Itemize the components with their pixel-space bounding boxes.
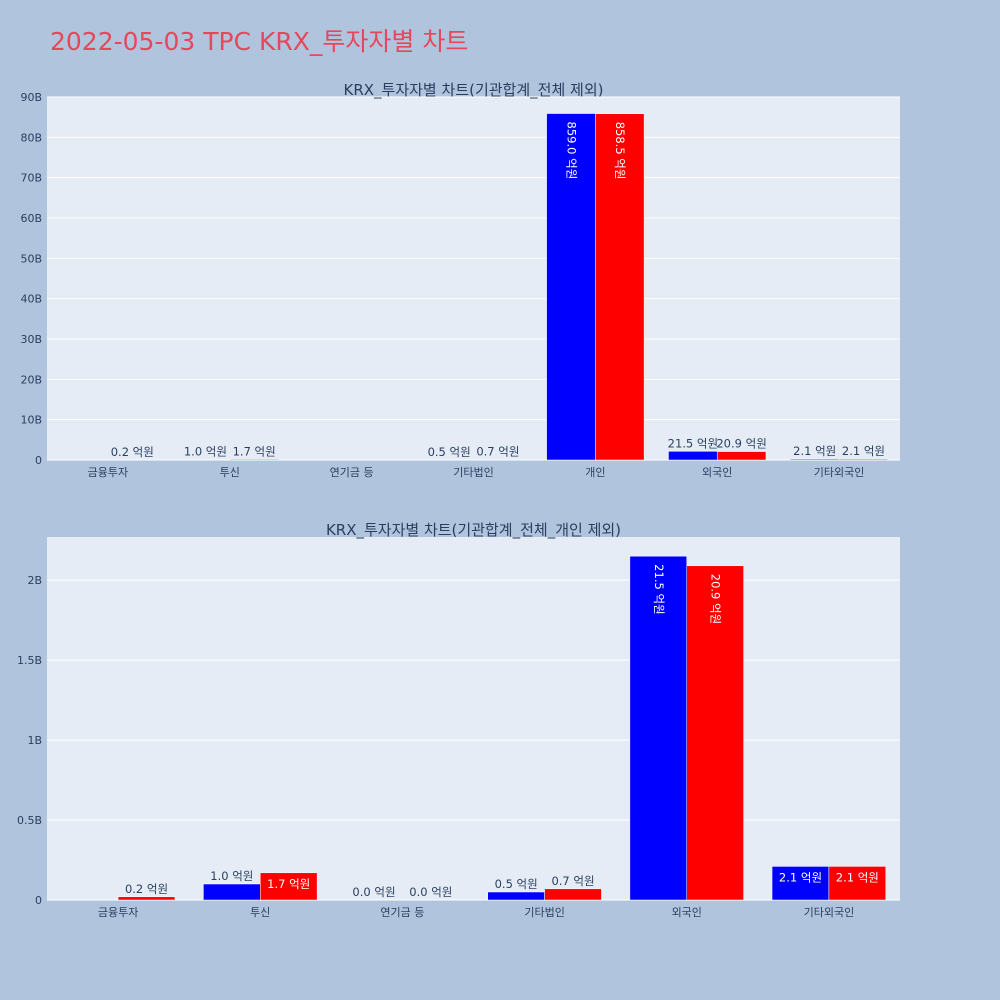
data-label: 2.1 억원: [842, 444, 885, 458]
x-tick-label: 투신: [220, 466, 240, 479]
x-tick-label: 기타법인: [453, 466, 493, 479]
x-tick-label: 연기금 등: [380, 906, 424, 919]
bar: [229, 459, 279, 461]
data-label: 1.0 억원: [184, 445, 227, 459]
data-label: 859.0 억원: [564, 122, 578, 180]
data-label: 1.7 억원: [233, 444, 276, 458]
data-label: 0.2 억원: [125, 882, 168, 896]
x-tick-label: 기타외국인: [814, 466, 865, 479]
data-label: 2.1 억원: [779, 870, 822, 884]
data-label: 20.9 억원: [709, 574, 723, 624]
y-tick-label: 40B: [20, 293, 42, 306]
data-label: 2.1 억원: [836, 870, 879, 884]
data-label: 21.5 억원: [652, 564, 666, 614]
y-tick-label: 70B: [20, 172, 42, 185]
data-label: 0.0 억원: [409, 885, 452, 899]
y-tick-label: 60B: [20, 212, 42, 225]
bar: [629, 555, 688, 901]
bar: [544, 888, 602, 901]
plot-area: [47, 97, 900, 460]
y-tick-label: 2B: [27, 574, 42, 587]
bar: [668, 451, 718, 461]
data-label: 0.5 억원: [495, 877, 538, 891]
bar: [595, 113, 645, 461]
data-label: 2.1 억원: [793, 444, 836, 458]
bar: [546, 113, 596, 461]
chart-title: KRX_투자자별 차트(기관합계_전체_개인 제외): [326, 521, 621, 540]
y-tick-label: 80B: [20, 131, 42, 144]
x-tick-label: 금융투자: [98, 906, 138, 919]
bar: [771, 866, 830, 901]
data-label: 0.7 억원: [476, 445, 519, 459]
x-tick-label: 외국인: [672, 906, 702, 919]
x-tick-label: 연기금 등: [330, 466, 374, 479]
y-tick-label: 90B: [20, 91, 42, 104]
data-label: 0.7 억원: [551, 874, 594, 888]
bar: [838, 458, 889, 461]
y-tick-label: 1.5B: [17, 654, 42, 667]
x-tick-label: 기타외국인: [804, 906, 855, 919]
x-tick-label: 개인: [585, 466, 605, 479]
x-tick-label: 금융투자: [88, 466, 128, 479]
y-tick-label: 30B: [20, 333, 42, 346]
bar: [686, 565, 744, 901]
y-tick-label: 0: [35, 894, 42, 907]
bar: [260, 872, 318, 901]
bar: [487, 891, 545, 901]
chart-title: KRX_투자자별 차트(기관합계_전체 제외): [344, 81, 604, 100]
page-title: 2022-05-03 TPC KRX_투자자별 차트: [50, 27, 469, 56]
plot-area: [47, 537, 900, 900]
bar: [790, 458, 840, 461]
y-tick-label: 0: [35, 454, 42, 467]
data-label: 0.0 억원: [352, 885, 395, 899]
data-label: 858.5 억원: [613, 122, 627, 180]
y-tick-label: 20B: [20, 373, 42, 386]
y-tick-label: 50B: [20, 252, 42, 265]
y-tick-label: 1B: [27, 734, 42, 747]
bar: [117, 896, 176, 901]
x-tick-label: 기타법인: [524, 906, 564, 919]
chart-investor-excl-institution-individual: KRX_투자자별 차트(기관합계_전체_개인 제외) 0 0.5B 1B 1.5B 2B 금…: [17, 521, 900, 919]
data-label: 1.0 억원: [210, 869, 253, 883]
bar: [203, 883, 261, 901]
bar: [828, 866, 887, 901]
x-tick-label: 투신: [250, 906, 270, 919]
data-label: 0.2 억원: [111, 445, 154, 459]
data-label: 1.7 억원: [267, 877, 310, 891]
data-label: 0.5 억원: [428, 445, 471, 459]
data-label: 20.9 억원: [716, 437, 766, 451]
bar: [716, 451, 767, 461]
data-label: 21.5 억원: [668, 436, 718, 450]
y-tick-label: 0.5B: [17, 814, 42, 827]
y-tick-label: 10B: [20, 414, 42, 427]
x-tick-label: 외국인: [702, 466, 732, 479]
chart-investor-excl-institution: KRX_투자자별 차트(기관합계_전체 제외) 0 10B 20B 30B 40B 50B 6…: [20, 81, 900, 479]
